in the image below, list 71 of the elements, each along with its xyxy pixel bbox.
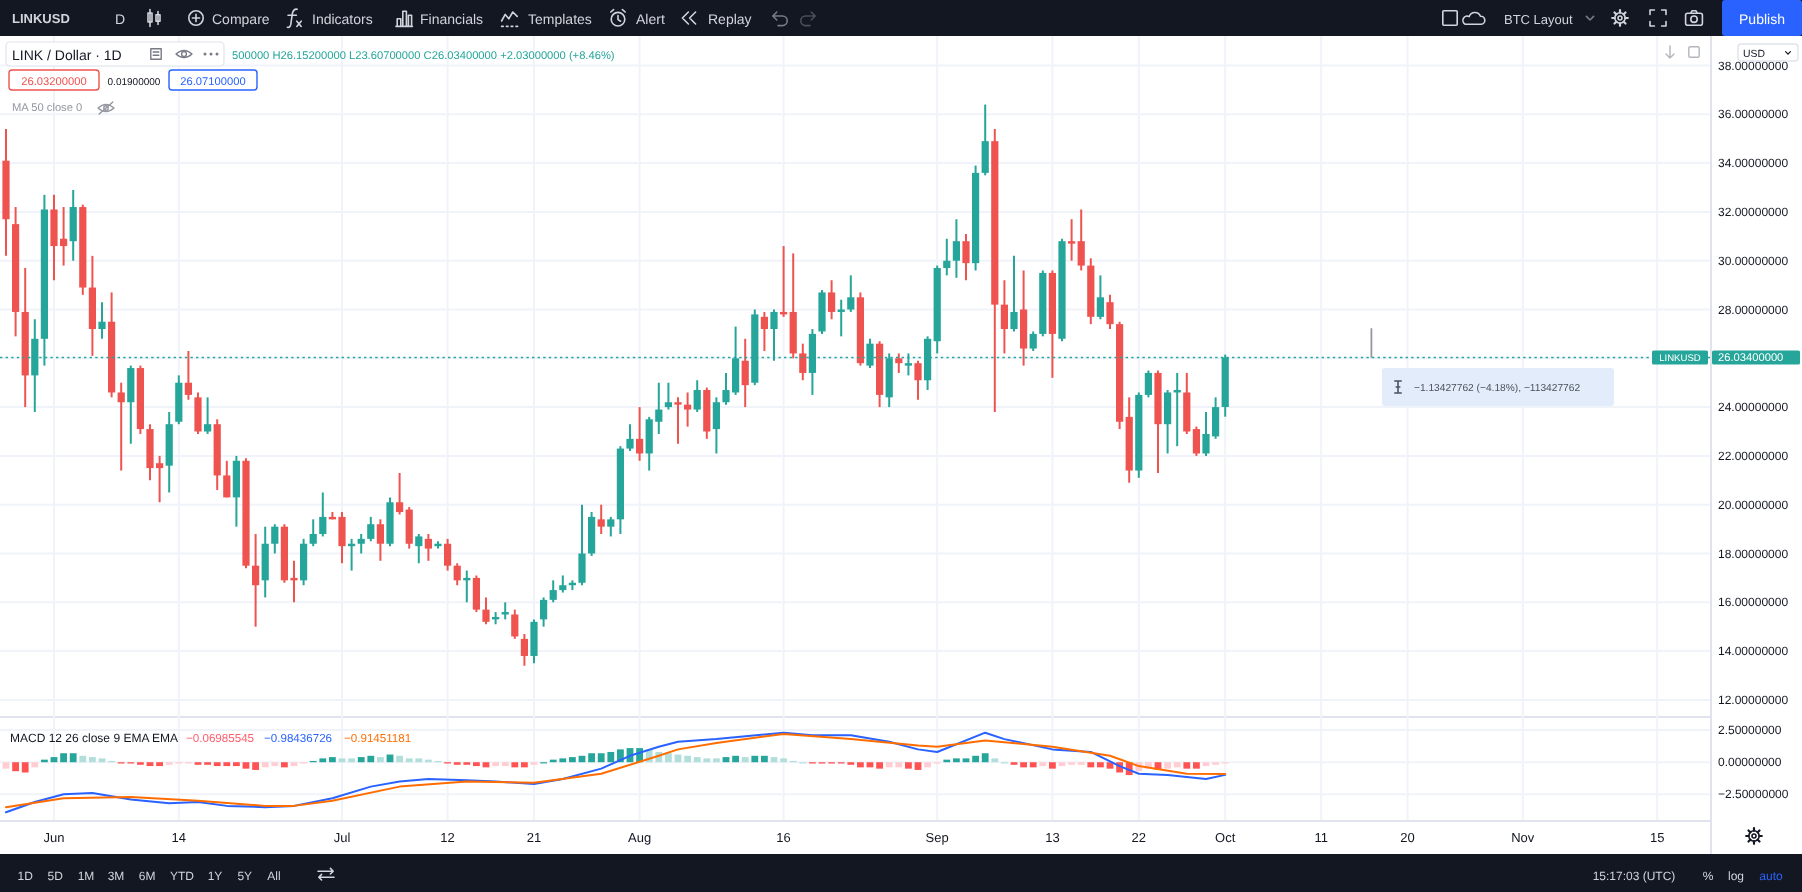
candlestick — [319, 491, 327, 538]
candlestick — [597, 503, 605, 535]
candlestick — [300, 537, 308, 587]
candlestick — [511, 608, 519, 640]
candlestick — [367, 515, 375, 543]
candlestick — [693, 379, 701, 413]
bar — [281, 762, 288, 768]
candlestick — [1164, 389, 1172, 455]
candlestick — [165, 410, 173, 494]
candlestick — [895, 352, 903, 374]
candlestick — [549, 579, 557, 604]
candlestick — [69, 188, 77, 262]
candlestick — [175, 374, 183, 426]
candlestick — [914, 359, 922, 401]
candlestick — [415, 532, 423, 565]
bar — [31, 762, 39, 768]
candlestick — [636, 406, 644, 462]
candlestick — [1010, 254, 1018, 333]
candlestick — [252, 532, 260, 628]
candlestick — [664, 381, 672, 411]
candlestick — [520, 633, 528, 667]
candlestick — [828, 279, 836, 321]
candlestick — [760, 310, 768, 352]
candlestick — [578, 503, 586, 587]
candlestick — [684, 391, 692, 428]
candlestick — [1029, 330, 1037, 352]
candlestick — [962, 232, 970, 282]
candlestick — [453, 562, 461, 587]
candlestick — [184, 349, 192, 401]
candlestick — [127, 364, 135, 445]
candlestick — [626, 423, 634, 453]
candlestick — [799, 342, 807, 382]
candlestick — [88, 254, 96, 357]
candlestick — [1144, 369, 1152, 399]
candlestick — [309, 518, 317, 548]
candlestick — [424, 532, 432, 562]
candlestick — [588, 511, 596, 557]
candlestick — [674, 396, 682, 445]
candlestick — [981, 103, 989, 177]
candlestick — [357, 532, 365, 555]
bar — [741, 757, 749, 763]
candlestick — [472, 574, 480, 614]
candlestick — [223, 459, 231, 499]
candlestick — [1020, 269, 1028, 367]
bar — [377, 757, 384, 763]
candlestick — [194, 391, 202, 435]
candlestick — [117, 381, 125, 472]
candlestick — [1000, 279, 1008, 355]
candlestick — [482, 596, 490, 626]
candlestick — [847, 274, 855, 313]
candlestick — [232, 454, 240, 528]
candlestick — [741, 337, 749, 409]
candlestick — [376, 518, 384, 562]
candlestick — [444, 537, 452, 572]
candlestick — [98, 301, 106, 340]
candlestick — [271, 523, 279, 555]
candlestick — [607, 515, 615, 538]
candlestick — [204, 396, 212, 435]
candlestick — [1106, 293, 1114, 331]
candlestick — [1096, 274, 1104, 321]
candlestick — [261, 525, 269, 599]
candlestick — [540, 596, 548, 628]
candlestick — [530, 618, 538, 665]
bar — [1049, 762, 1056, 769]
candlestick — [386, 496, 394, 548]
candlestick — [943, 237, 951, 277]
candlestick — [703, 386, 711, 440]
candlestick — [712, 396, 720, 455]
candlestick — [952, 218, 960, 279]
bar — [2, 762, 10, 769]
candlestick — [818, 288, 826, 335]
